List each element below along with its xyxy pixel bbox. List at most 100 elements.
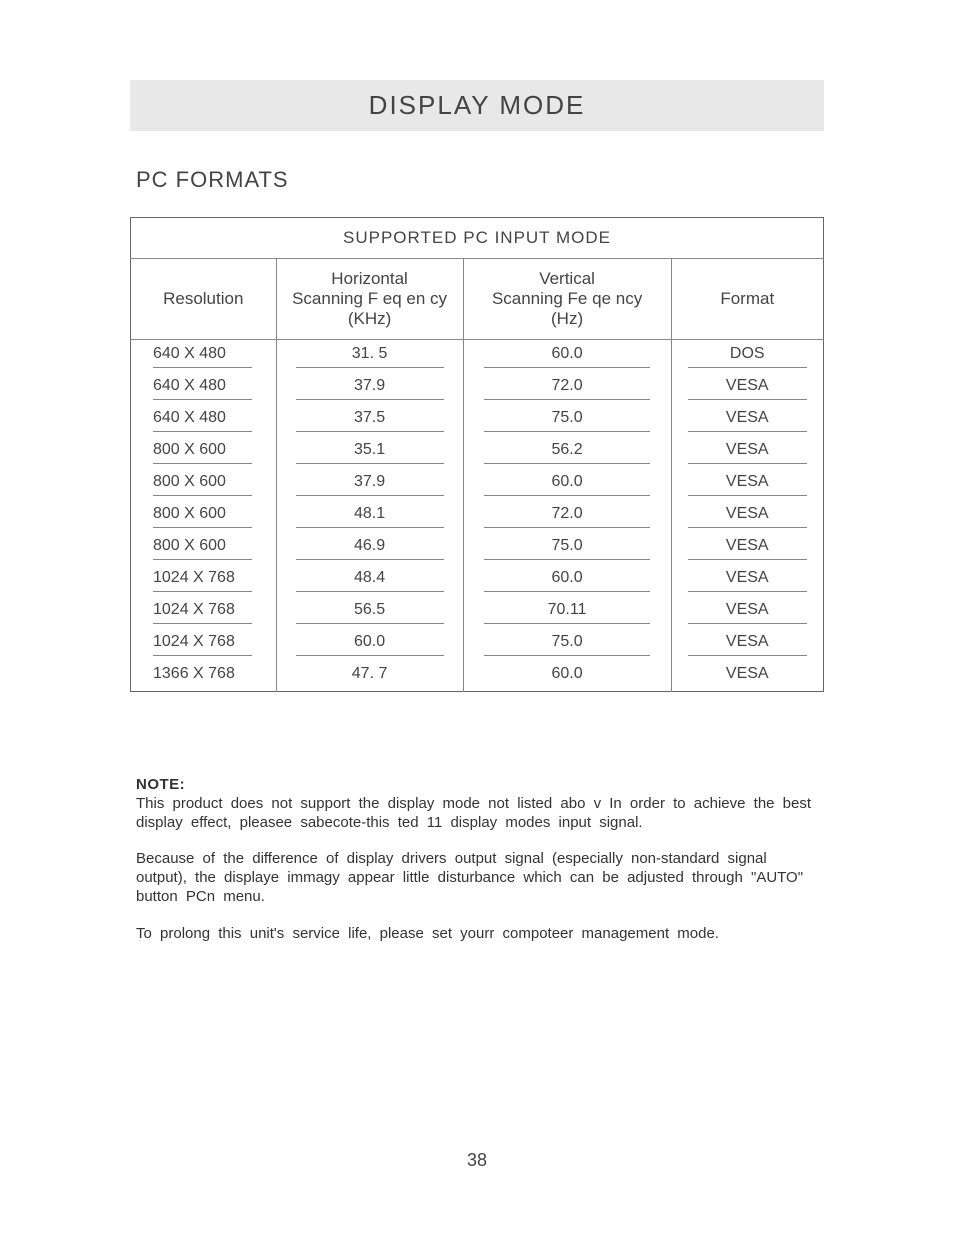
col-h-line1: Horizontal bbox=[331, 269, 408, 288]
cell-resolution: 1024 X 768 bbox=[131, 596, 277, 628]
col-format-label: Format bbox=[720, 289, 774, 308]
cell-hfreq: 37.5 bbox=[276, 404, 463, 436]
cell-resolution: 800 X 600 bbox=[131, 436, 277, 468]
cell-hfreq: 60.0 bbox=[276, 628, 463, 660]
cell-vfreq: 56.2 bbox=[463, 436, 671, 468]
section-heading: PC FORMATS bbox=[136, 167, 824, 193]
col-resolution-label: Resolution bbox=[163, 289, 243, 308]
cell-resolution: 640 X 480 bbox=[131, 340, 277, 373]
cell-vfreq: 72.0 bbox=[463, 500, 671, 532]
note-block: NOTE: This product does not support the … bbox=[130, 776, 824, 943]
cell-hfreq: 46.9 bbox=[276, 532, 463, 564]
cell-resolution: 800 X 600 bbox=[131, 532, 277, 564]
cell-format-value: VESA bbox=[688, 665, 807, 687]
table-body: 640 X 48031. 560.0DOS640 X 48037.972.0VE… bbox=[131, 340, 824, 692]
cell-hfreq: 48.4 bbox=[276, 564, 463, 596]
col-horizontal-freq: Horizontal Scanning F eq en cy (KHz) bbox=[276, 259, 463, 340]
cell-resolution: 1366 X 768 bbox=[131, 660, 277, 692]
cell-vfreq: 72.0 bbox=[463, 372, 671, 404]
cell-vfreq-value: 60.0 bbox=[484, 665, 650, 687]
cell-format-value: VESA bbox=[688, 441, 807, 464]
cell-hfreq-value: 60.0 bbox=[296, 633, 444, 656]
cell-vfreq: 60.0 bbox=[463, 564, 671, 596]
cell-format-value: VESA bbox=[688, 601, 807, 624]
cell-hfreq-value: 37.9 bbox=[296, 473, 444, 496]
page-number: 38 bbox=[0, 1150, 954, 1171]
cell-format: VESA bbox=[671, 436, 823, 468]
cell-resolution-value: 1024 X 768 bbox=[153, 633, 252, 656]
cell-resolution: 800 X 600 bbox=[131, 468, 277, 500]
page-title: DISPLAY MODE bbox=[369, 90, 586, 120]
cell-format-value: VESA bbox=[688, 537, 807, 560]
cell-vfreq: 70.11 bbox=[463, 596, 671, 628]
col-v-line1: Vertical bbox=[539, 269, 595, 288]
note-paragraph-3: To prolong this unit's service life, ple… bbox=[136, 925, 818, 944]
cell-hfreq-value: 47. 7 bbox=[296, 665, 444, 687]
col-vertical-freq: Vertical Scanning Fe qe ncy (Hz) bbox=[463, 259, 671, 340]
cell-hfreq: 47. 7 bbox=[276, 660, 463, 692]
cell-vfreq: 75.0 bbox=[463, 532, 671, 564]
cell-resolution: 640 X 480 bbox=[131, 372, 277, 404]
cell-format: VESA bbox=[671, 372, 823, 404]
col-resolution: Resolution bbox=[131, 259, 277, 340]
page-title-bar: DISPLAY MODE bbox=[130, 80, 824, 131]
page-container: DISPLAY MODE PC FORMATS SUPPORTED PC INP… bbox=[0, 0, 954, 943]
cell-format-value: VESA bbox=[688, 569, 807, 592]
cell-hfreq-value: 56.5 bbox=[296, 601, 444, 624]
cell-resolution-value: 640 X 480 bbox=[153, 409, 252, 432]
cell-resolution-value: 800 X 600 bbox=[153, 537, 252, 560]
cell-format-value: VESA bbox=[688, 633, 807, 656]
cell-vfreq-value: 60.0 bbox=[484, 569, 650, 592]
cell-vfreq: 75.0 bbox=[463, 628, 671, 660]
cell-resolution-value: 640 X 480 bbox=[153, 345, 252, 368]
table-header-row: Resolution Horizontal Scanning F eq en c… bbox=[131, 259, 824, 340]
cell-format: VESA bbox=[671, 660, 823, 692]
cell-hfreq-value: 48.4 bbox=[296, 569, 444, 592]
note-paragraph-1: This product does not support the displa… bbox=[136, 795, 818, 833]
note-paragraph-2: Because of the difference of display dri… bbox=[136, 850, 818, 906]
table-row: 800 X 600 37.9 60.0 VESA bbox=[131, 468, 824, 500]
cell-vfreq-value: 72.0 bbox=[484, 505, 650, 528]
cell-resolution-value: 800 X 600 bbox=[153, 441, 252, 464]
cell-resolution-value: 1024 X 768 bbox=[153, 601, 252, 624]
table-row: 800 X 600 46.9 75.0 VESA bbox=[131, 532, 824, 564]
col-h-line3: (KHz) bbox=[348, 309, 391, 328]
table-row: 1024 X 768 56.5 70.11 VESA bbox=[131, 596, 824, 628]
cell-vfreq-value: 70.11 bbox=[484, 601, 650, 624]
table-row: 1366 X 768 47. 7 60.0 VESA bbox=[131, 660, 824, 692]
cell-vfreq: 60.0 bbox=[463, 468, 671, 500]
table-row: 1024 X 768 48.4 60.0 VESA bbox=[131, 564, 824, 596]
cell-format: VESA bbox=[671, 500, 823, 532]
cell-vfreq-value: 75.0 bbox=[484, 409, 650, 432]
cell-hfreq-value: 48.1 bbox=[296, 505, 444, 528]
cell-vfreq: 60.0 bbox=[463, 340, 671, 373]
table-row: 800 X 600 35.1 56.2 VESA bbox=[131, 436, 824, 468]
cell-format: VESA bbox=[671, 404, 823, 436]
col-h-line2: Scanning F eq en cy bbox=[292, 289, 447, 308]
cell-hfreq-value: 37.9 bbox=[296, 377, 444, 400]
table-row: 800 X 60048.172.0VESA bbox=[131, 500, 824, 532]
cell-format-value: VESA bbox=[688, 377, 807, 400]
cell-resolution-value: 1024 X 768 bbox=[153, 569, 252, 592]
cell-vfreq-value: 56.2 bbox=[484, 441, 650, 464]
cell-resolution: 1024 X 768 bbox=[131, 628, 277, 660]
cell-format: VESA bbox=[671, 596, 823, 628]
cell-resolution-value: 800 X 600 bbox=[153, 473, 252, 496]
col-format: Format bbox=[671, 259, 823, 340]
cell-format: DOS bbox=[671, 340, 823, 373]
cell-format: VESA bbox=[671, 468, 823, 500]
cell-vfreq-value: 60.0 bbox=[484, 473, 650, 496]
cell-hfreq: 35.1 bbox=[276, 436, 463, 468]
col-v-line2: Scanning Fe qe ncy bbox=[492, 289, 642, 308]
cell-resolution-value: 1366 X 768 bbox=[153, 665, 252, 687]
table-row: 640 X 480 37.5 75.0 VESA bbox=[131, 404, 824, 436]
cell-vfreq-value: 60.0 bbox=[484, 345, 650, 368]
table-row: 1024 X 768 60.0 75.0 VESA bbox=[131, 628, 824, 660]
cell-format: VESA bbox=[671, 628, 823, 660]
table-title: SUPPORTED PC INPUT MODE bbox=[131, 218, 824, 259]
cell-hfreq: 37.9 bbox=[276, 372, 463, 404]
table-row: 640 X 48031. 560.0DOS bbox=[131, 340, 824, 373]
cell-resolution: 640 X 480 bbox=[131, 404, 277, 436]
cell-vfreq-value: 75.0 bbox=[484, 537, 650, 560]
cell-format-value: DOS bbox=[688, 345, 807, 368]
